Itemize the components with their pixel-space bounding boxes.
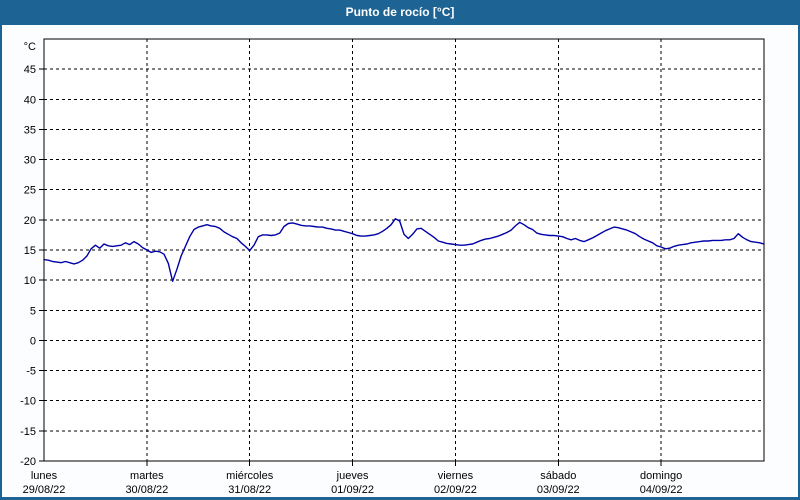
data-line-Punto de rocío: [43, 217, 765, 282]
y-tick-label: 40: [24, 94, 36, 106]
x-date-label: 29/08/22: [23, 484, 66, 496]
x-date-label: 03/09/22: [537, 484, 580, 496]
x-date-label: 04/09/22: [640, 484, 683, 496]
x-date-label: 01/09/22: [331, 484, 374, 496]
y-tick-label: 25: [24, 185, 36, 197]
y-tick-label: 5: [30, 305, 36, 317]
y-tick-label: -15: [20, 426, 36, 438]
x-day-label: sábado: [540, 470, 576, 482]
y-axis-unit-label: °C: [24, 41, 36, 53]
x-date-label: 30/08/22: [125, 484, 168, 496]
y-tick-label: 45: [24, 64, 36, 76]
x-day-label: miércoles: [226, 470, 274, 482]
x-date-label: 02/09/22: [434, 484, 477, 496]
x-day-label: lunes: [31, 470, 58, 482]
y-tick-label: 10: [24, 275, 36, 287]
x-day-label: martes: [130, 470, 164, 482]
y-tick-label: -5: [26, 366, 36, 378]
y-tick-label: 0: [30, 335, 36, 347]
y-tick-label: -20: [20, 456, 36, 468]
x-day-label: jueves: [336, 470, 369, 482]
chart-title: Punto de rocío [°C]: [345, 5, 455, 19]
plot-border: [43, 38, 765, 462]
y-tick-label: 20: [24, 215, 36, 227]
x-day-label: viernes: [438, 470, 474, 482]
x-day-label: domingo: [640, 470, 682, 482]
y-tick-label: -10: [20, 396, 36, 408]
x-date-label: 31/08/22: [228, 484, 271, 496]
y-tick-label: 35: [24, 124, 36, 136]
y-tick-label: 30: [24, 155, 36, 167]
title-bar: Punto de rocío [°C]: [2, 0, 798, 25]
y-tick-label: 15: [24, 245, 36, 257]
